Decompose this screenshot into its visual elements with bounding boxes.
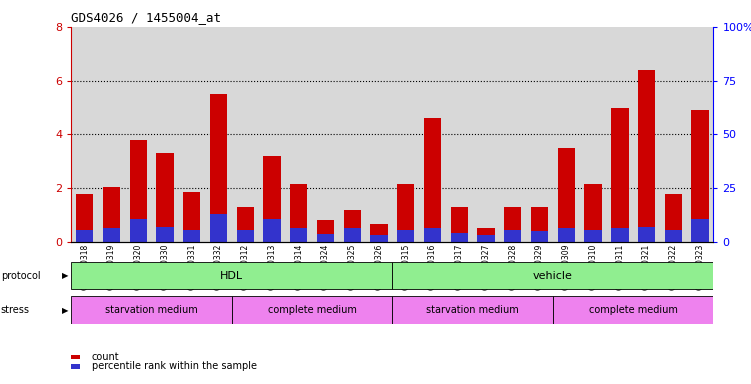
Bar — [317, 220, 334, 242]
Bar — [183, 192, 201, 242]
Bar — [584, 184, 602, 242]
Text: ▶: ▶ — [62, 271, 68, 280]
Bar — [557, 228, 575, 242]
Bar — [692, 110, 709, 242]
Text: starvation medium: starvation medium — [427, 305, 519, 315]
Bar — [478, 235, 495, 242]
Bar — [692, 219, 709, 242]
Bar — [290, 228, 307, 242]
Bar — [71, 296, 232, 324]
Text: complete medium: complete medium — [589, 305, 677, 315]
Text: ▶: ▶ — [62, 306, 68, 314]
Text: starvation medium: starvation medium — [105, 305, 198, 315]
Bar — [392, 262, 713, 290]
Bar — [392, 296, 553, 324]
Bar — [232, 296, 392, 324]
Text: vehicle: vehicle — [533, 270, 573, 281]
Text: protocol: protocol — [1, 270, 41, 281]
Bar — [343, 210, 361, 242]
Bar — [76, 230, 93, 242]
Bar — [183, 230, 201, 242]
Bar — [424, 118, 442, 242]
Bar — [665, 194, 682, 242]
Text: stress: stress — [1, 305, 30, 315]
Bar — [370, 224, 388, 242]
Bar — [103, 228, 120, 242]
Bar — [638, 227, 656, 242]
Bar — [557, 148, 575, 242]
Text: complete medium: complete medium — [267, 305, 357, 315]
Bar — [584, 230, 602, 242]
Bar — [237, 207, 254, 242]
Bar — [156, 153, 173, 242]
Bar — [210, 94, 228, 242]
Bar — [237, 230, 254, 242]
Bar — [156, 227, 173, 242]
Bar — [478, 228, 495, 242]
Text: HDL: HDL — [220, 270, 243, 281]
Bar — [129, 219, 147, 242]
Bar — [397, 230, 415, 242]
Bar — [424, 228, 442, 242]
Bar — [638, 70, 656, 242]
Bar — [370, 235, 388, 242]
Bar — [451, 207, 468, 242]
Bar — [264, 156, 281, 242]
Bar — [210, 214, 228, 242]
Bar — [504, 230, 521, 242]
Bar — [504, 207, 521, 242]
Bar — [290, 184, 307, 242]
Bar — [611, 228, 629, 242]
Bar — [611, 108, 629, 242]
Text: count: count — [92, 352, 119, 362]
Bar — [317, 234, 334, 242]
Text: percentile rank within the sample: percentile rank within the sample — [92, 361, 257, 371]
Bar — [264, 219, 281, 242]
Bar — [553, 296, 713, 324]
Bar — [76, 194, 93, 242]
Text: GDS4026 / 1455004_at: GDS4026 / 1455004_at — [71, 11, 222, 24]
Bar — [531, 231, 548, 242]
Bar — [343, 228, 361, 242]
Bar — [71, 262, 392, 290]
Bar — [129, 140, 147, 242]
Bar — [531, 207, 548, 242]
Bar — [103, 187, 120, 242]
Bar — [397, 184, 415, 242]
Bar — [451, 233, 468, 242]
Bar — [665, 230, 682, 242]
